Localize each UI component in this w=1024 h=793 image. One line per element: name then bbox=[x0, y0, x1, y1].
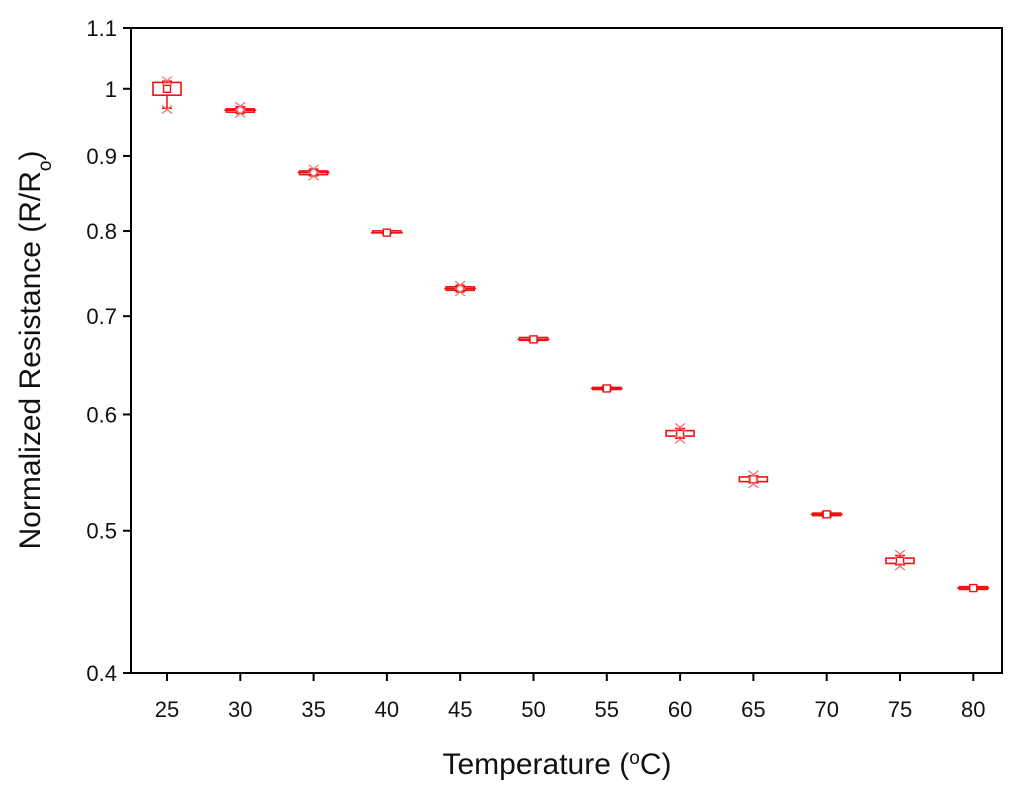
x-axis-title: Temperature (oC) bbox=[443, 748, 672, 782]
y-tick-label: 1.1 bbox=[86, 16, 117, 41]
outlier-marker bbox=[308, 164, 319, 174]
y-tick-label: 0.8 bbox=[86, 219, 117, 244]
y-axis: 0.4 0.5 0.6 0.7 0.8 0.9 1 1.1 bbox=[86, 16, 131, 686]
y-tick-label: 0.9 bbox=[86, 144, 117, 169]
box-55 bbox=[590, 384, 623, 393]
x-axis: 25 30 35 40 45 50 55 60 65 70 75 80 bbox=[155, 673, 986, 722]
mean-marker bbox=[456, 284, 465, 293]
mean-marker bbox=[749, 475, 758, 484]
mean-marker bbox=[822, 510, 831, 519]
x-tick-label: 40 bbox=[375, 697, 399, 722]
outlier-marker bbox=[748, 479, 759, 489]
box-30 bbox=[224, 101, 257, 118]
outlier-marker bbox=[454, 280, 466, 290]
outlier-marker bbox=[161, 76, 173, 86]
outlier-marker bbox=[894, 549, 906, 559]
outlier-marker bbox=[894, 561, 906, 571]
outlier-marker bbox=[234, 109, 246, 118]
x-tick-label: 50 bbox=[521, 697, 545, 722]
box-70 bbox=[810, 510, 843, 519]
x-tick-label: 60 bbox=[668, 697, 692, 722]
x-tick-label: 35 bbox=[301, 697, 325, 722]
box-60 bbox=[665, 422, 695, 444]
x-tick-label: 25 bbox=[155, 697, 179, 722]
x-tick-label: 70 bbox=[814, 697, 838, 722]
plot-frame bbox=[130, 27, 1003, 674]
box-65 bbox=[738, 470, 769, 489]
outlier-marker bbox=[234, 101, 246, 111]
mean-marker bbox=[675, 429, 685, 439]
y-tick-label: 0.4 bbox=[86, 661, 117, 686]
box-80 bbox=[957, 583, 990, 593]
y-tick-label: 0.6 bbox=[86, 402, 117, 427]
x-tick-label: 30 bbox=[228, 697, 252, 722]
outlier-marker bbox=[748, 470, 759, 480]
mean-marker bbox=[895, 556, 905, 565]
box-25 bbox=[152, 76, 182, 114]
outlier-marker bbox=[674, 422, 686, 432]
box-series bbox=[152, 76, 990, 593]
mean-marker bbox=[382, 228, 392, 237]
y-axis-title: Normalized Resistance (R/Ro) bbox=[14, 150, 56, 549]
box-50 bbox=[517, 335, 550, 344]
outlier-marker bbox=[674, 434, 686, 444]
y-tick-label: 0.7 bbox=[86, 304, 117, 329]
outlier-marker bbox=[454, 287, 466, 297]
box-75 bbox=[885, 549, 915, 571]
x-tick-label: 80 bbox=[961, 697, 985, 722]
x-tick-label: 75 bbox=[888, 697, 912, 722]
box-40 bbox=[370, 228, 403, 237]
x-tick-label: 55 bbox=[595, 697, 619, 722]
box-45 bbox=[444, 280, 477, 297]
plot-area bbox=[130, 27, 1003, 674]
box-35 bbox=[297, 164, 330, 181]
x-tick-label: 65 bbox=[741, 697, 765, 722]
mean-marker bbox=[969, 583, 978, 593]
mean-marker bbox=[529, 335, 538, 344]
mean-marker bbox=[162, 84, 172, 93]
outlier-marker bbox=[161, 105, 173, 114]
outlier-marker bbox=[308, 171, 319, 181]
y-tick-label: 0.5 bbox=[86, 519, 117, 544]
y-tick-label: 1 bbox=[105, 77, 117, 102]
mean-marker bbox=[602, 384, 611, 393]
x-tick-label: 45 bbox=[448, 697, 472, 722]
